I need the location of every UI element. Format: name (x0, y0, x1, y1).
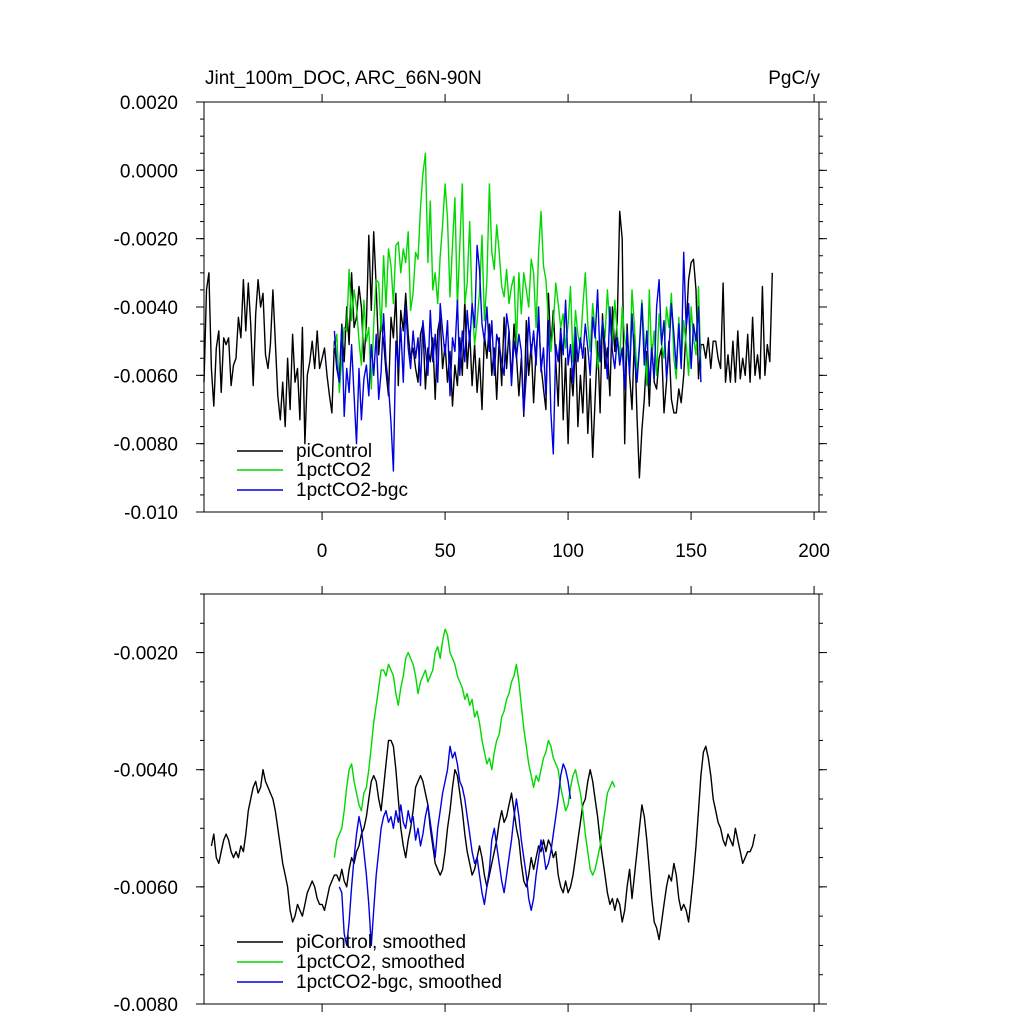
top-series-group (203, 152, 773, 479)
legend-label-1pctco2: 1pctCO2 (296, 460, 371, 481)
top-series-1pctco2-bgc (333, 244, 702, 472)
bottom-series-group (210, 628, 756, 947)
bottom-axis-ticks: -0.0020 -0.0040 -0.0060 -0.0080 (114, 586, 827, 1016)
bottom-ytick-label: -0.0060 (114, 878, 178, 899)
top-chart-units: PgC/y (768, 68, 820, 89)
bottom-ytick-label: -0.0080 (114, 995, 178, 1016)
legend-label-picontrol-smoothed: piControl, smoothed (296, 932, 466, 953)
top-ytick-label: 0.0020 (120, 93, 178, 114)
top-ytick-label: 0.0000 (120, 161, 178, 182)
top-ytick-label: -0.0040 (114, 298, 178, 319)
bottom-series-1pctco2-bgc-smoothed (338, 745, 572, 947)
bottom-series-1pctco2-smoothed (333, 628, 616, 876)
legend-label-1pctco2-smoothed: 1pctCO2, smoothed (296, 952, 465, 973)
bottom-legend: piControl, smoothed 1pctCO2, smoothed 1p… (237, 932, 502, 993)
top-ytick-label: -0.0020 (114, 230, 178, 251)
top-panel: Jint_100m_DOC, ARC_66N-90N PgC/y 0.00200… (114, 68, 830, 562)
top-legend: piControl 1pctCO2 1pctCO2-bgc (237, 441, 408, 501)
legend-label-picontrol: piControl (296, 441, 372, 462)
top-ytick-label: -0.0060 (114, 366, 178, 387)
top-xtick-label: 100 (552, 541, 584, 562)
top-axis-ticks: 0.0020 0.0000 -0.0020 -0.0040 -0.0060 -0.0080… (114, 93, 830, 562)
top-ytick-label: -0.0080 (114, 435, 178, 456)
bottom-panel: -0.0020 -0.0040 -0.0060 -0.0080 piControl, … (114, 586, 827, 1016)
legend-label-1pctco2-bgc-smoothed: 1pctCO2-bgc, smoothed (296, 972, 502, 993)
top-ytick-label: -0.010 (124, 503, 178, 524)
legend-label-1pctco2-bgc: 1pctCO2-bgc (296, 480, 408, 501)
bottom-ytick-label: -0.0020 (114, 644, 178, 665)
top-xtick-label: 0 (317, 541, 328, 562)
bottom-ytick-label: -0.0040 (114, 761, 178, 782)
top-chart-title: Jint_100m_DOC, ARC_66N-90N (205, 68, 482, 89)
top-xtick-label: 50 (435, 541, 456, 562)
top-xtick-label: 200 (798, 541, 830, 562)
top-xtick-label: 150 (675, 541, 707, 562)
bottom-series-picontrol-smoothed (210, 739, 756, 941)
